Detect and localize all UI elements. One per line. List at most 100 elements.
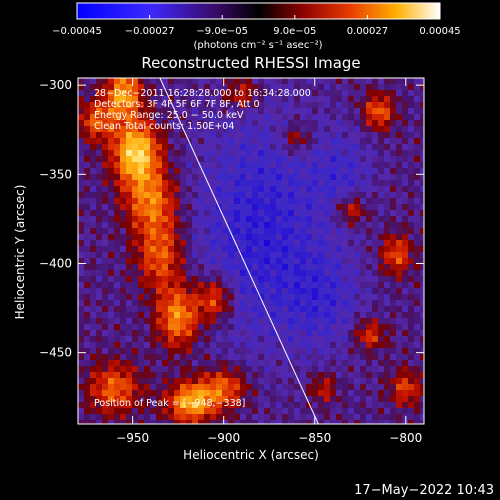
heatmap-pixel xyxy=(174,126,180,132)
heatmap-pixel xyxy=(378,114,384,120)
heatmap-pixel xyxy=(258,390,264,396)
heatmap-pixel xyxy=(96,186,102,192)
heatmap-pixel xyxy=(186,258,192,264)
heatmap-pixel xyxy=(90,132,96,138)
heatmap-pixel xyxy=(318,204,324,210)
heatmap-pixel xyxy=(138,120,144,126)
heatmap-pixel xyxy=(162,246,168,252)
heatmap-pixel xyxy=(366,288,372,294)
heatmap-pixel xyxy=(174,228,180,234)
heatmap-pixel xyxy=(354,198,360,204)
heatmap-pixel xyxy=(402,396,408,402)
heatmap-pixel xyxy=(396,270,402,276)
heatmap-pixel xyxy=(384,162,390,168)
heatmap-pixel xyxy=(342,342,348,348)
heatmap-pixel xyxy=(216,402,222,408)
heatmap-pixel xyxy=(138,306,144,312)
heatmap-pixel xyxy=(216,258,222,264)
heatmap-pixel xyxy=(408,318,414,324)
heatmap-pixel xyxy=(90,408,96,414)
heatmap-pixel xyxy=(168,210,174,216)
heatmap-pixel xyxy=(324,414,330,420)
heatmap-pixel xyxy=(108,270,114,276)
heatmap-pixel xyxy=(144,156,150,162)
heatmap-pixel xyxy=(90,90,96,96)
heatmap-pixel xyxy=(378,246,384,252)
heatmap-pixel xyxy=(300,336,306,342)
heatmap-pixel xyxy=(144,402,150,408)
heatmap-pixel xyxy=(354,258,360,264)
heatmap-pixel xyxy=(390,354,396,360)
heatmap-pixel xyxy=(348,126,354,132)
heatmap-pixel xyxy=(114,222,120,228)
heatmap-pixel xyxy=(132,114,138,120)
heatmap-pixel xyxy=(78,174,84,180)
heatmap-pixel xyxy=(192,330,198,336)
heatmap-pixel xyxy=(150,360,156,366)
heatmap-pixel xyxy=(306,420,312,424)
heatmap-pixel xyxy=(180,204,186,210)
heatmap-pixel xyxy=(252,186,258,192)
heatmap-pixel xyxy=(84,228,90,234)
heatmap-pixel xyxy=(396,264,402,270)
heatmap-pixel xyxy=(108,114,114,120)
heatmap-pixel xyxy=(318,216,324,222)
heatmap-pixel xyxy=(228,288,234,294)
heatmap-pixel xyxy=(192,186,198,192)
heatmap-pixel xyxy=(132,150,138,156)
heatmap-pixel xyxy=(306,114,312,120)
heatmap-pixel xyxy=(366,372,372,378)
heatmap-pixel xyxy=(402,216,408,222)
heatmap-pixel xyxy=(186,372,192,378)
heatmap-pixel xyxy=(126,366,132,372)
heatmap-pixel xyxy=(300,168,306,174)
heatmap-pixel xyxy=(246,276,252,282)
heatmap-pixel xyxy=(120,174,126,180)
heatmap-pixel xyxy=(306,330,312,336)
heatmap-pixel xyxy=(372,354,378,360)
heatmap-pixel xyxy=(276,252,282,258)
heatmap-pixel xyxy=(252,120,258,126)
heatmap-pixel xyxy=(264,294,270,300)
heatmap-pixel xyxy=(348,174,354,180)
heatmap-pixel xyxy=(138,288,144,294)
heatmap-pixel xyxy=(318,126,324,132)
heatmap-pixel xyxy=(186,270,192,276)
heatmap-pixel xyxy=(216,252,222,258)
heatmap-pixel xyxy=(360,414,366,420)
heatmap-pixel xyxy=(204,390,210,396)
heatmap-pixel xyxy=(114,378,120,384)
heatmap-pixel xyxy=(336,276,342,282)
heatmap-pixel xyxy=(372,390,378,396)
heatmap-pixel xyxy=(258,198,264,204)
heatmap-pixel xyxy=(342,138,348,144)
heatmap-pixel xyxy=(204,210,210,216)
heatmap-pixel xyxy=(300,384,306,390)
heatmap-pixel xyxy=(114,144,120,150)
heatmap-pixel xyxy=(366,282,372,288)
heatmap-pixel xyxy=(84,78,90,84)
heatmap-pixel xyxy=(168,252,174,258)
heatmap-pixel xyxy=(240,276,246,282)
heatmap-pixel xyxy=(264,318,270,324)
heatmap-pixel xyxy=(408,156,414,162)
heatmap-pixel xyxy=(396,294,402,300)
heatmap-pixel xyxy=(228,192,234,198)
heatmap-pixel xyxy=(240,174,246,180)
heatmap-pixel xyxy=(234,132,240,138)
heatmap-pixel xyxy=(180,408,186,414)
heatmap-pixel xyxy=(360,324,366,330)
heatmap-pixel xyxy=(210,264,216,270)
heatmap-pixel xyxy=(240,132,246,138)
heatmap-pixel xyxy=(342,354,348,360)
heatmap-pixel xyxy=(306,354,312,360)
heatmap-pixel xyxy=(216,198,222,204)
plot-frame xyxy=(77,77,425,425)
heatmap-pixel xyxy=(288,378,294,384)
heatmap-pixel xyxy=(138,258,144,264)
heatmap-pixel xyxy=(270,156,276,162)
heatmap-pixel xyxy=(342,78,348,84)
heatmap-pixel xyxy=(174,96,180,102)
heatmap-pixel xyxy=(270,408,276,414)
heatmap-pixel xyxy=(90,288,96,294)
